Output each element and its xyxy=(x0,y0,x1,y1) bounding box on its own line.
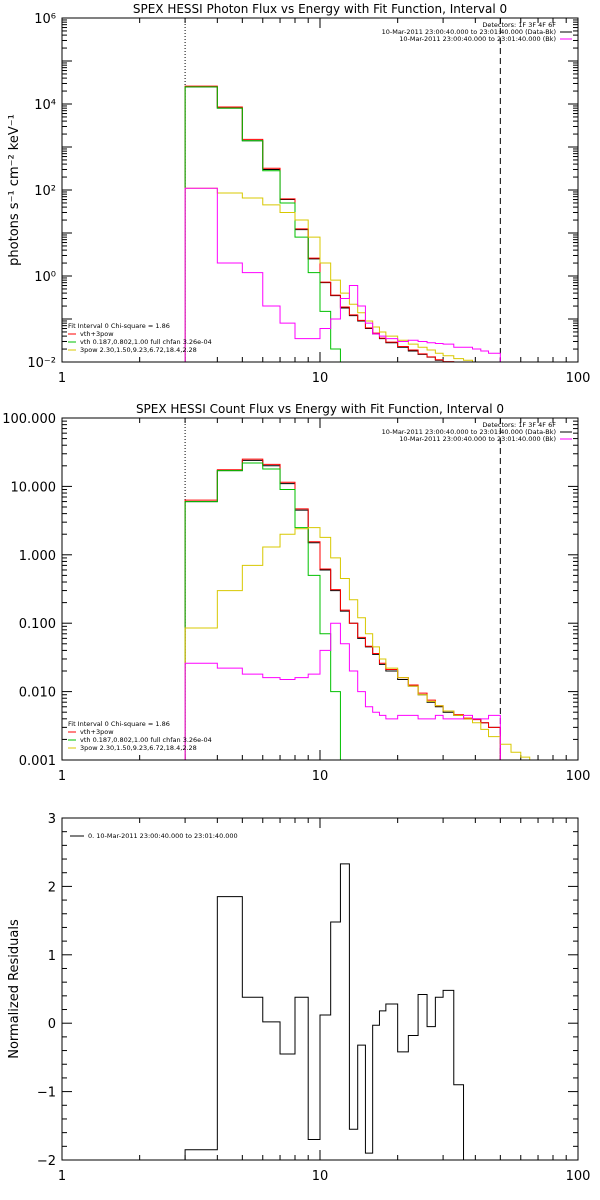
x-tick-label: 1 xyxy=(58,1169,66,1184)
legend-top-right-text: Detectors: 1F 3F 4F 6F xyxy=(482,421,556,429)
x-tick-label: 100 xyxy=(566,1169,591,1184)
x-tick-label: 10 xyxy=(312,371,329,386)
series-vth+3pow xyxy=(184,458,501,760)
y-tick-label: 0.010 xyxy=(19,686,56,701)
y-tick-label: 10² xyxy=(34,184,56,199)
series-background xyxy=(184,622,501,760)
x-tick-label: 10 xyxy=(312,1169,329,1184)
legend-bottom-left-text: Fit Interval 0 Chi-square = 1.86 xyxy=(68,720,170,728)
y-tick-label: 0.100 xyxy=(19,617,56,632)
series-vth xyxy=(184,462,350,760)
panel-3: 1 10 100 −2 −1 0 1 2 3 Normalized Residuals 0. 10-… xyxy=(7,812,590,1184)
y-tick-label: 100.000 xyxy=(2,412,56,427)
plot-frame xyxy=(61,17,579,363)
legend-top-left-text: 0. 10-Mar-2011 23:00:40.000 to 23:01:40.… xyxy=(88,832,238,840)
series-data-bk xyxy=(184,86,473,362)
series-3pow xyxy=(184,527,567,760)
legend-bottom-left-text: 3pow 2.30,1.50,9.23,6.72,18.4,2.28 xyxy=(80,346,197,354)
series-3pow xyxy=(184,187,521,362)
chart-title: SPEX HESSI Count Flux vs Energy with Fit… xyxy=(136,402,504,416)
legend-bottom-left-text: 3pow 2.30,1.50,9.23,6.72,18.4,2.28 xyxy=(80,744,197,752)
y-tick-label: 10⁻² xyxy=(27,356,56,371)
series-vth xyxy=(184,86,350,362)
y-tick-label: 0.001 xyxy=(19,754,56,769)
y-axis-label: Normalized Residuals xyxy=(7,919,22,1059)
x-tick-label: 10 xyxy=(312,769,329,784)
y-tick-label: 10.000 xyxy=(11,480,57,495)
legend-bottom-left-text: vth+3pow xyxy=(80,728,114,736)
legend-bottom-left-text: Fit Interval 0 Chi-square = 1.86 xyxy=(68,322,170,330)
y-tick-label: 10⁰ xyxy=(34,270,56,285)
series-vth+3pow xyxy=(184,85,473,362)
plot-frame xyxy=(61,817,579,1161)
series-background xyxy=(184,187,501,362)
y-tick-label: 10⁴ xyxy=(34,98,56,113)
legend-bottom-left-text: vth+3pow xyxy=(80,330,114,338)
y-tick-label: −1 xyxy=(37,1086,56,1101)
x-tick-label: 1 xyxy=(58,371,66,386)
panel-2: SPEX HESSI Count Flux vs Energy with Fit… xyxy=(2,402,590,784)
y-tick-label: 10⁶ xyxy=(34,12,56,27)
legend-bottom-left-text: vth 0.187,0.802,1.00 full chfan 3.26e-04 xyxy=(80,736,212,744)
x-tick-label: 100 xyxy=(566,371,591,386)
legend-top-right-text: 10-Mar-2011 23:00:40.000 to 23:01:40.000… xyxy=(382,428,556,436)
legend-bottom-left-text: vth 0.187,0.802,1.00 full chfan 3.26e-04 xyxy=(80,338,212,346)
series-group xyxy=(184,863,465,1160)
x-tick-label: 100 xyxy=(566,769,591,784)
x-tick-label: 1 xyxy=(58,769,66,784)
plot-frame xyxy=(61,417,579,761)
legend-top-right-text: 10-Mar-2011 23:00:40.000 to 23:01:40.000… xyxy=(382,28,556,36)
legend-top-right-text: 10-Mar-2011 23:00:40.000 to 23:01:40.000… xyxy=(399,35,556,43)
y-tick-label: 2 xyxy=(48,880,56,895)
legend-top-right-text: 10-Mar-2011 23:00:40.000 to 23:01:40.000… xyxy=(399,435,556,443)
y-tick-label: 1.000 xyxy=(19,549,56,564)
legend-top-right-text: Detectors: 1F 3F 4F 6F xyxy=(482,21,556,29)
series-group xyxy=(184,458,567,760)
panel-1: SPEX HESSI Photon Flux vs Energy with Fi… xyxy=(7,2,590,386)
series-group xyxy=(184,85,521,362)
y-tick-label: 3 xyxy=(48,812,56,827)
y-tick-label: −2 xyxy=(37,1154,56,1169)
series-residuals xyxy=(184,863,465,1160)
y-axis-label: photons s⁻¹ cm⁻² keV⁻¹ xyxy=(7,114,22,266)
chart-title: SPEX HESSI Photon Flux vs Energy with Fi… xyxy=(133,2,507,16)
y-tick-label: 0 xyxy=(48,1017,56,1032)
y-tick-label: 1 xyxy=(48,949,56,964)
